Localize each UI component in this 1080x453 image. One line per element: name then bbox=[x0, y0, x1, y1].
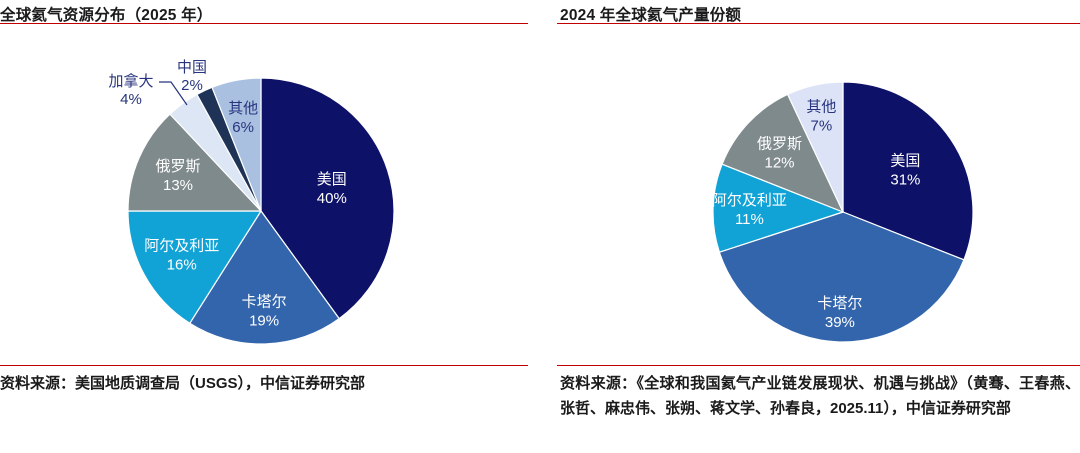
source-note: 资料来源：《全球和我国氦气产业链发展现状、机遇与挑战》（黄骞、王春燕、张哲、麻忠… bbox=[560, 375, 1080, 417]
pie-chart-resources: 美国 40% 卡塔尔 19% 阿尔及利亚 16% 俄罗斯 13% 加拿大 4% 中国 2% 其他 6% bbox=[108, 59, 395, 345]
pie-label-卡塔尔: 卡塔尔 19% bbox=[242, 294, 287, 330]
pie-slice-阿尔及利亚 bbox=[127, 210, 262, 324]
pie-label-卡塔尔: 卡塔尔 39% bbox=[817, 295, 862, 331]
pie-chart-production: 美国 31% 卡塔尔 39% 阿尔及利亚 11% 俄罗斯 12%其他 7% bbox=[712, 81, 974, 343]
pie-slice-阿尔及利亚 bbox=[712, 163, 844, 253]
chart-title: 全球氦气资源分布（2025 年） bbox=[0, 7, 213, 24]
pie-label-阿尔及利亚: 阿尔及利亚 16% bbox=[144, 238, 219, 274]
label-leader-line bbox=[159, 81, 188, 106]
pie-slice-其他 bbox=[211, 77, 262, 212]
source-top-rule bbox=[0, 365, 528, 366]
pie-label-其他: 其他 7% bbox=[806, 99, 836, 135]
pie-label-俄罗斯: 俄罗斯 13% bbox=[155, 158, 200, 194]
source-note: 资料来源：美国地质调查局（USGS），中信证券研究部 bbox=[0, 375, 366, 392]
chart-helium-resources-2025: 全球氦气资源分布（2025 年） 美国 40% 卡塔尔 19% 阿尔及利亚 16% 俄罗斯 1… bbox=[0, 0, 528, 453]
pie-label-中国: 中国 2% bbox=[177, 59, 207, 94]
source-top-rule bbox=[557, 365, 1080, 366]
chart-helium-production-2024: 2024 年全球氦气产量份额 美国 31% 卡塔尔 39% 阿尔及利亚 11% 俄罗斯 12%… bbox=[557, 0, 1080, 453]
title-underline-rule bbox=[557, 23, 1080, 24]
title-underline-rule bbox=[0, 23, 528, 24]
pie-label-美国: 美国 40% bbox=[317, 171, 347, 207]
pie-slice-卡塔尔 bbox=[718, 211, 965, 343]
pie-slice-美国 bbox=[260, 77, 395, 320]
pie-label-加拿大: 加拿大 4% bbox=[108, 72, 153, 108]
pie-label-阿尔及利亚: 阿尔及利亚 11% bbox=[712, 192, 787, 228]
chart-title: 2024 年全球氦气产量份额 bbox=[560, 7, 742, 24]
pie-slice-俄罗斯 bbox=[127, 113, 262, 212]
pie-slice-其他 bbox=[787, 81, 844, 213]
pie-label-其他: 其他 6% bbox=[228, 100, 258, 136]
pie-label-俄罗斯: 俄罗斯 12% bbox=[757, 135, 802, 171]
pie-label-美国: 美国 31% bbox=[890, 153, 920, 189]
pie-slice-美国 bbox=[842, 81, 974, 261]
pie-slice-俄罗斯 bbox=[721, 93, 844, 213]
pie-slice-卡塔尔 bbox=[189, 210, 340, 345]
